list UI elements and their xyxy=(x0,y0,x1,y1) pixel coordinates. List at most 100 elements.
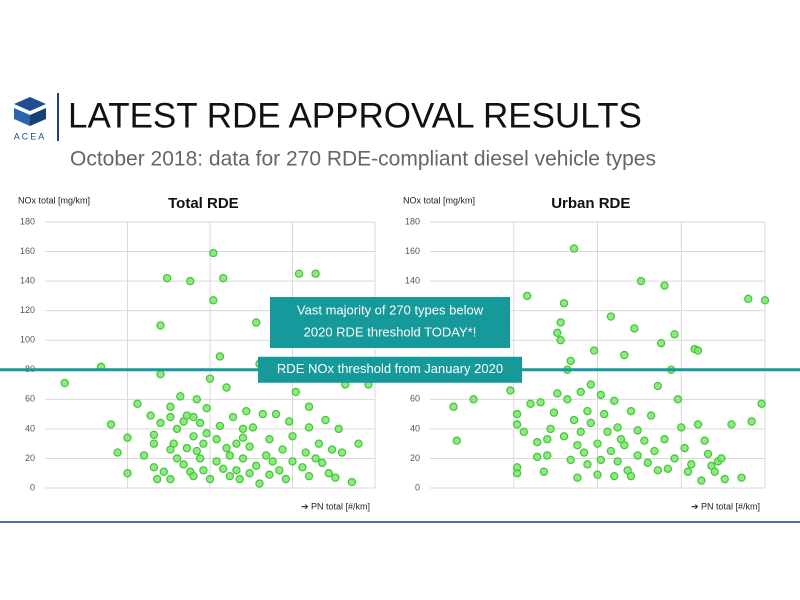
data-point xyxy=(533,437,542,447)
y-tick-label: 140 xyxy=(405,275,420,285)
data-point xyxy=(205,474,215,484)
data-point xyxy=(630,324,639,333)
y-tick-label: 60 xyxy=(25,394,35,404)
data-point xyxy=(506,386,515,395)
threshold-label-box xyxy=(258,356,522,383)
data-point xyxy=(549,408,559,417)
data-point xyxy=(149,439,159,448)
overlay: RDE NOx threshold from January 2020 Vast … xyxy=(0,297,800,383)
data-point xyxy=(720,474,730,484)
data-point xyxy=(703,449,713,459)
data-point xyxy=(653,381,663,391)
data-point xyxy=(60,378,70,388)
data-point xyxy=(182,443,192,453)
logo-text: ACEA xyxy=(14,131,47,141)
data-point xyxy=(192,395,201,404)
data-point xyxy=(212,435,221,444)
data-point xyxy=(156,321,165,330)
data-point xyxy=(640,436,649,445)
x-axis-label: ➔ PN total [#/km] xyxy=(301,501,370,511)
data-point xyxy=(172,454,182,463)
data-point xyxy=(660,281,669,290)
y-tick-label: 160 xyxy=(20,246,35,256)
data-point xyxy=(626,471,636,481)
data-point xyxy=(265,470,274,479)
data-point xyxy=(261,451,271,460)
data-point xyxy=(593,439,602,448)
data-point xyxy=(294,269,304,278)
data-point xyxy=(757,399,766,408)
data-point xyxy=(268,457,277,466)
data-point xyxy=(202,429,211,438)
data-point xyxy=(760,296,770,305)
data-point xyxy=(512,420,522,429)
data-point xyxy=(301,448,310,457)
data-point xyxy=(737,473,746,482)
annotation-box xyxy=(270,297,510,348)
data-point xyxy=(670,330,679,339)
data-point xyxy=(169,439,178,448)
data-point xyxy=(744,294,753,304)
logo: ACEA xyxy=(14,97,47,141)
data-point xyxy=(321,415,330,425)
data-point xyxy=(553,389,562,398)
data-point xyxy=(673,395,683,404)
data-point xyxy=(636,276,646,286)
data-point xyxy=(683,467,693,476)
data-point xyxy=(337,448,347,457)
data-point xyxy=(123,469,132,478)
data-point xyxy=(354,439,363,448)
data-point xyxy=(324,469,333,478)
data-point xyxy=(670,454,679,463)
data-point xyxy=(717,454,726,463)
data-point xyxy=(626,406,636,416)
data-point xyxy=(656,338,666,348)
data-point xyxy=(334,424,343,434)
data-point xyxy=(512,463,522,472)
annotation-text: 2020 RDE threshold TODAY*! xyxy=(304,324,477,339)
data-point xyxy=(633,426,642,435)
y-tick-label: 20 xyxy=(410,453,420,463)
data-point xyxy=(606,312,616,321)
data-point xyxy=(519,427,529,437)
data-point xyxy=(172,424,182,434)
data-point xyxy=(556,336,565,345)
data-point xyxy=(677,423,686,432)
data-point xyxy=(288,432,297,441)
y-tick-label: 40 xyxy=(410,423,420,433)
data-point xyxy=(314,439,324,448)
data-point xyxy=(252,461,261,471)
data-point xyxy=(347,477,357,487)
data-point xyxy=(318,458,327,468)
x-axis-label: ➔ PN total [#/km] xyxy=(691,501,760,511)
data-point xyxy=(162,273,172,283)
data-point xyxy=(278,445,287,454)
data-point xyxy=(195,418,205,428)
data-point xyxy=(176,392,185,401)
data-point xyxy=(235,474,244,484)
data-point xyxy=(245,469,254,478)
y-tick-label: 40 xyxy=(25,423,35,433)
data-point xyxy=(225,471,234,481)
data-point xyxy=(569,415,579,425)
data-point xyxy=(583,406,592,416)
data-point xyxy=(593,470,602,479)
data-point xyxy=(113,448,122,457)
y-axis-label: NOx total [mg/km] xyxy=(403,195,475,205)
data-point xyxy=(613,423,622,432)
data-point xyxy=(255,479,264,488)
data-point xyxy=(620,440,629,450)
data-point xyxy=(271,409,281,419)
data-point xyxy=(543,435,552,444)
data-point xyxy=(469,395,478,404)
data-point xyxy=(225,451,234,460)
data-point xyxy=(311,454,320,463)
data-point xyxy=(650,446,659,456)
data-point xyxy=(252,318,261,327)
data-point xyxy=(222,383,231,392)
y-tick-label: 180 xyxy=(405,216,420,226)
data-point xyxy=(156,370,165,379)
data-point xyxy=(202,404,211,413)
data-point xyxy=(653,466,663,475)
